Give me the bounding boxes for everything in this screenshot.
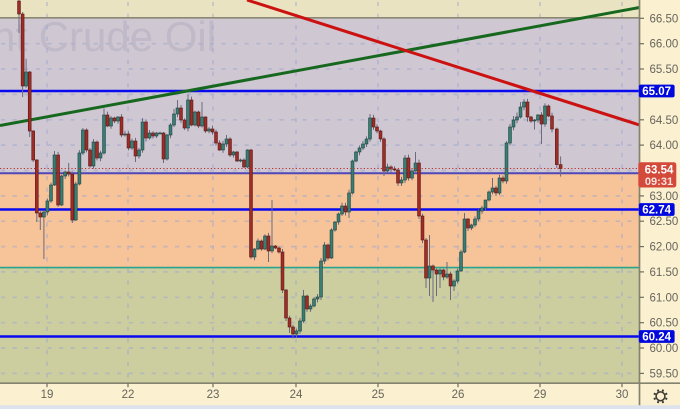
svg-text:09:31: 09:31: [645, 176, 673, 188]
svg-text:29: 29: [534, 389, 547, 401]
svg-text:23: 23: [207, 389, 220, 401]
svg-text:66.50: 66.50: [650, 13, 679, 25]
svg-text:60.50: 60.50: [650, 318, 679, 330]
svg-text:62.74: 62.74: [642, 205, 671, 217]
svg-text:62.00: 62.00: [650, 242, 679, 254]
svg-text:61.50: 61.50: [650, 267, 679, 279]
svg-text:22: 22: [122, 389, 135, 401]
svg-text:24: 24: [290, 389, 303, 401]
svg-text:65.07: 65.07: [642, 86, 671, 98]
svg-text:63.00: 63.00: [650, 191, 679, 203]
svg-text:62.50: 62.50: [650, 216, 679, 228]
svg-text:26: 26: [452, 389, 465, 401]
svg-text:64.00: 64.00: [650, 140, 679, 152]
svg-text:25: 25: [372, 389, 385, 401]
svg-text:59.50: 59.50: [650, 368, 679, 380]
svg-text:60.00: 60.00: [650, 343, 679, 355]
svg-text:nt Crude Oil: nt Crude Oil: [0, 13, 216, 60]
svg-text:19: 19: [41, 389, 54, 401]
svg-text:64.50: 64.50: [650, 115, 679, 127]
svg-text:61.00: 61.00: [650, 292, 679, 304]
svg-text:30: 30: [616, 389, 629, 401]
svg-text:60.24: 60.24: [642, 332, 671, 344]
svg-text:65.50: 65.50: [650, 64, 679, 76]
svg-text:66.00: 66.00: [650, 39, 679, 51]
svg-text:63.54: 63.54: [645, 165, 674, 177]
